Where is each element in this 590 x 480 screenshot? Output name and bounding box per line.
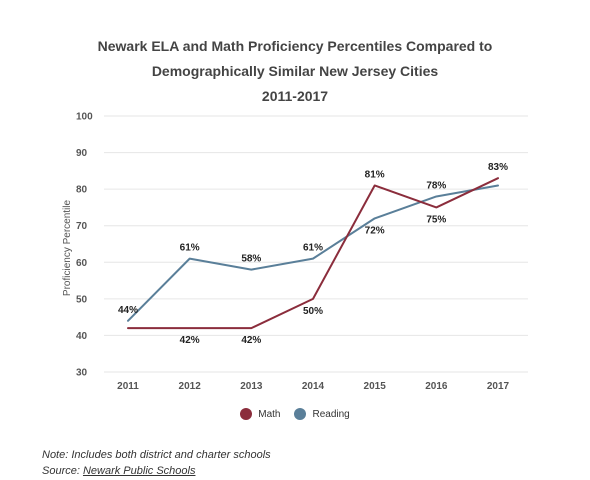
data-label-math: 50%: [303, 306, 323, 317]
data-label-reading: 61%: [303, 243, 323, 254]
legend-label-reading: Reading: [312, 408, 350, 420]
source-link[interactable]: Newark Public Schools: [82, 465, 196, 477]
data-label-math: 83%: [488, 162, 508, 173]
y-tick-label: 30: [76, 368, 88, 379]
y-axis-title: Proficiency Percentile: [62, 199, 73, 296]
series-line-reading: [127, 184, 499, 322]
x-tick-label: 2016: [425, 381, 448, 392]
chart-title-line-1: Newark ELA and Math Proficiency Percenti…: [97, 38, 493, 54]
note-text: Note: Includes both district and charter…: [42, 449, 271, 461]
legend-item-reading[interactable]: Reading: [294, 408, 350, 420]
reading-swatch: [294, 408, 307, 420]
x-tick-label: 2011: [117, 381, 139, 392]
legend-label-math: Math: [258, 408, 281, 420]
source-prefix: Source:: [42, 465, 83, 477]
data-label-math: 42%: [180, 335, 200, 346]
y-tick-label: 40: [76, 331, 88, 342]
y-tick-label: 70: [76, 221, 88, 232]
legend-item-math[interactable]: Math: [240, 408, 280, 420]
y-tick-label: 100: [76, 112, 93, 123]
y-tick-label: 50: [76, 294, 88, 305]
data-label-reading: 78%: [426, 180, 446, 191]
data-label-math: 75%: [426, 214, 446, 225]
y-tick-label: 80: [76, 185, 88, 196]
y-tick-label: 60: [76, 258, 88, 269]
chart-legend: Math Reading: [0, 408, 590, 420]
x-tick-label: 2012: [179, 381, 202, 392]
series-line-math: [127, 177, 499, 330]
data-label-reading: 44%: [118, 305, 138, 316]
y-tick-label: 90: [76, 148, 88, 159]
source-line: Source: Newark Public Schools: [42, 465, 195, 477]
x-tick-label: 2017: [487, 381, 510, 392]
data-label-reading: 72%: [365, 225, 385, 236]
x-tick-label: 2013: [240, 381, 263, 392]
data-label-reading: 61%: [180, 243, 200, 254]
chart-title-line-3: 2011-2017: [261, 88, 329, 104]
line-chart: 30 40 50 60 70 80 90 100 2011 2012 2013 2014 2015 201…: [62, 112, 528, 392]
chart-title-line-2: Demographically Similar New Jersey Citie…: [151, 63, 439, 79]
math-swatch: [240, 408, 253, 420]
data-label-math: 42%: [241, 335, 261, 346]
data-label-reading: 58%: [241, 254, 261, 265]
x-tick-label: 2015: [364, 381, 387, 392]
data-label-math: 81%: [365, 169, 385, 180]
x-tick-label: 2014: [302, 381, 325, 392]
